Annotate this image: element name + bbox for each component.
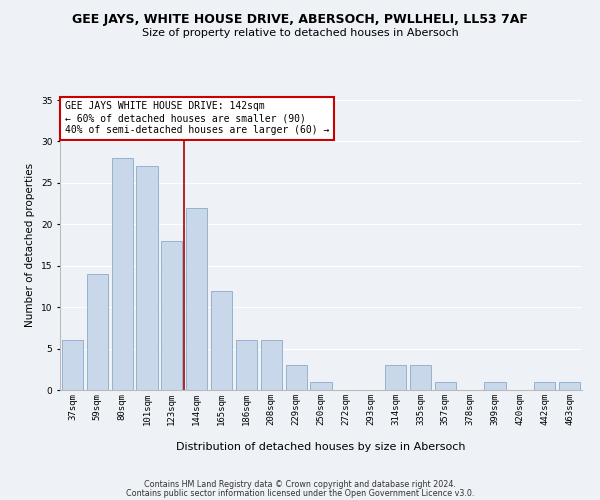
Bar bbox=[136, 166, 158, 390]
Bar bbox=[310, 382, 332, 390]
Bar bbox=[161, 241, 182, 390]
Bar bbox=[62, 340, 83, 390]
Bar bbox=[211, 290, 232, 390]
Bar bbox=[559, 382, 580, 390]
Bar bbox=[435, 382, 456, 390]
Text: GEE JAYS WHITE HOUSE DRIVE: 142sqm
← 60% of detached houses are smaller (90)
40%: GEE JAYS WHITE HOUSE DRIVE: 142sqm ← 60%… bbox=[65, 102, 329, 134]
Bar bbox=[112, 158, 133, 390]
Bar bbox=[484, 382, 506, 390]
Text: GEE JAYS, WHITE HOUSE DRIVE, ABERSOCH, PWLLHELI, LL53 7AF: GEE JAYS, WHITE HOUSE DRIVE, ABERSOCH, P… bbox=[72, 12, 528, 26]
Text: Size of property relative to detached houses in Abersoch: Size of property relative to detached ho… bbox=[142, 28, 458, 38]
Bar bbox=[261, 340, 282, 390]
Y-axis label: Number of detached properties: Number of detached properties bbox=[25, 163, 35, 327]
Text: Contains public sector information licensed under the Open Government Licence v3: Contains public sector information licen… bbox=[126, 488, 474, 498]
Text: Distribution of detached houses by size in Abersoch: Distribution of detached houses by size … bbox=[176, 442, 466, 452]
Bar bbox=[385, 365, 406, 390]
Bar bbox=[236, 340, 257, 390]
Text: Contains HM Land Registry data © Crown copyright and database right 2024.: Contains HM Land Registry data © Crown c… bbox=[144, 480, 456, 489]
Bar bbox=[534, 382, 555, 390]
Bar bbox=[286, 365, 307, 390]
Bar bbox=[186, 208, 207, 390]
Bar bbox=[410, 365, 431, 390]
Bar bbox=[87, 274, 108, 390]
